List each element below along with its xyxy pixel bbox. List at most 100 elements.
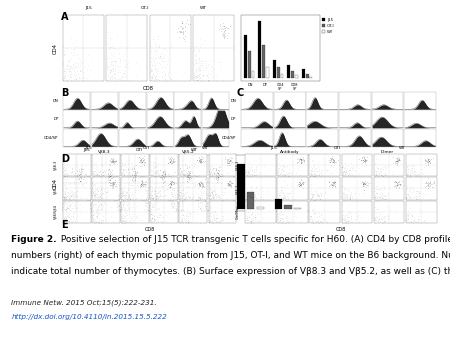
Point xyxy=(311,211,318,217)
Point xyxy=(128,217,135,223)
Point xyxy=(108,180,115,186)
Point xyxy=(207,170,214,175)
Point xyxy=(59,61,67,67)
Point xyxy=(200,159,207,164)
Point xyxy=(153,195,160,200)
Point xyxy=(64,72,72,77)
Point xyxy=(340,186,347,191)
Point xyxy=(92,208,99,213)
Point xyxy=(308,194,315,199)
Point xyxy=(251,167,258,172)
Point xyxy=(136,170,144,176)
Point xyxy=(392,158,400,164)
Point xyxy=(122,210,129,215)
Point xyxy=(63,206,70,212)
Point xyxy=(220,34,228,40)
Point xyxy=(372,190,379,196)
Point xyxy=(63,195,70,200)
Point xyxy=(125,215,132,221)
Point xyxy=(312,196,319,201)
Point xyxy=(106,70,113,75)
Point xyxy=(118,217,125,223)
Point xyxy=(60,215,68,220)
Point xyxy=(144,194,151,199)
Point xyxy=(208,74,216,79)
Point xyxy=(342,167,350,172)
Point xyxy=(225,183,232,188)
Point xyxy=(159,170,166,175)
Point xyxy=(421,156,428,162)
Point xyxy=(411,168,418,173)
Point xyxy=(147,198,154,204)
Text: CD4
SP: CD4 SP xyxy=(276,83,284,91)
Point xyxy=(359,154,366,159)
Point xyxy=(426,158,433,163)
Point xyxy=(376,169,383,175)
Point xyxy=(252,195,260,201)
Point xyxy=(71,170,78,176)
Point xyxy=(74,194,81,199)
Point xyxy=(150,164,157,170)
Point xyxy=(193,75,200,81)
Point xyxy=(316,196,323,201)
Point xyxy=(143,195,150,200)
Point xyxy=(61,201,68,207)
Point xyxy=(121,167,128,172)
Point xyxy=(375,215,382,221)
Point xyxy=(138,179,145,184)
Point xyxy=(274,195,282,200)
Point xyxy=(195,195,203,201)
Point xyxy=(154,215,161,220)
Point xyxy=(117,190,124,195)
Point xyxy=(105,74,112,80)
Point xyxy=(177,216,184,222)
Point xyxy=(124,172,131,177)
Point xyxy=(409,218,416,224)
Point xyxy=(130,173,138,178)
Point xyxy=(410,220,417,225)
Point xyxy=(116,206,123,211)
Point xyxy=(63,182,70,187)
Point xyxy=(275,165,282,171)
Point xyxy=(424,183,431,188)
Point xyxy=(110,160,117,165)
Point xyxy=(116,200,123,206)
Point xyxy=(405,210,413,215)
Point xyxy=(77,59,85,65)
Point xyxy=(68,166,76,171)
Point xyxy=(66,70,73,75)
Point xyxy=(371,171,378,177)
Point xyxy=(225,158,233,164)
Point xyxy=(62,215,69,220)
Point xyxy=(96,173,104,178)
Bar xyxy=(202,129,229,147)
Point xyxy=(138,180,145,186)
Point xyxy=(90,190,97,196)
Point xyxy=(119,202,126,208)
Bar xyxy=(171,155,196,211)
Point xyxy=(118,190,126,196)
Point xyxy=(162,171,169,176)
Point xyxy=(180,188,187,193)
Point xyxy=(411,172,418,177)
Point xyxy=(119,193,126,198)
Point xyxy=(207,219,214,225)
Point xyxy=(347,160,355,165)
Point xyxy=(407,194,414,199)
Point xyxy=(213,191,220,197)
Point xyxy=(132,172,139,178)
Point xyxy=(325,179,333,185)
Point xyxy=(91,204,98,210)
Point xyxy=(373,172,380,177)
Point xyxy=(315,212,323,217)
Point xyxy=(67,76,74,81)
Point xyxy=(90,201,97,207)
Point xyxy=(194,74,201,80)
Point xyxy=(288,169,295,174)
Point xyxy=(173,206,180,212)
Point xyxy=(414,219,421,225)
Point xyxy=(97,193,104,198)
Point xyxy=(152,77,159,82)
Point xyxy=(299,180,306,186)
Text: Immune Netw. 2015 Oct;15(5):222-231.: Immune Netw. 2015 Oct;15(5):222-231. xyxy=(11,299,157,306)
